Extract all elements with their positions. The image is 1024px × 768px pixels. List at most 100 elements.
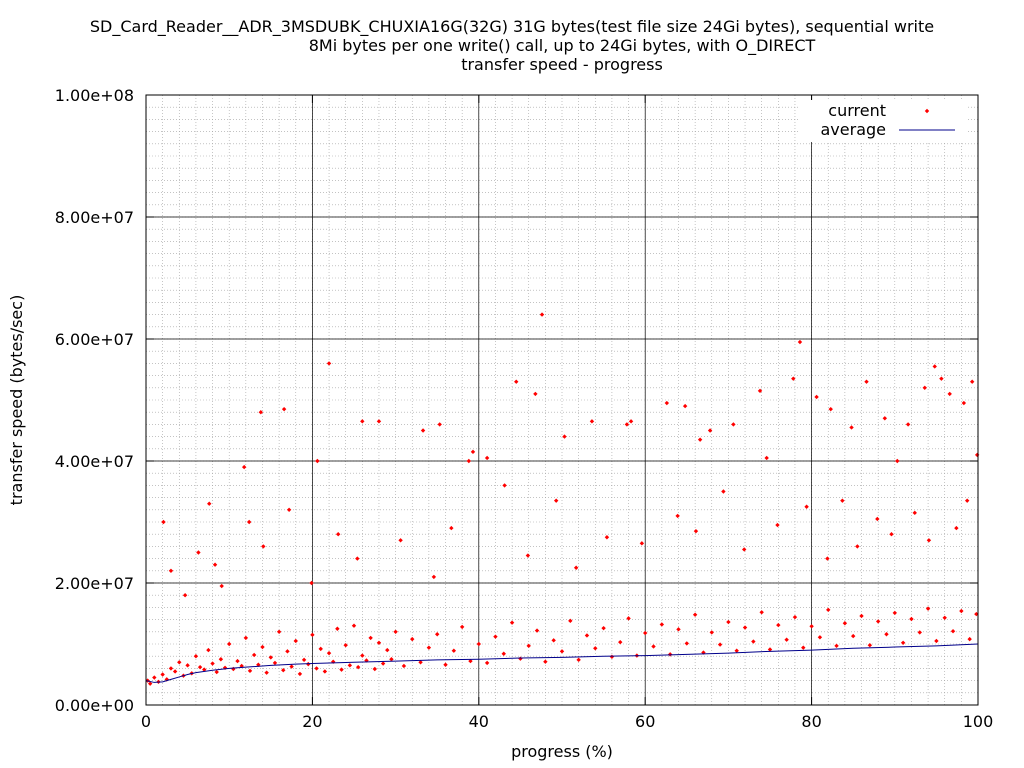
current-point	[947, 391, 952, 397]
current-point	[476, 641, 481, 647]
current-point	[247, 668, 253, 674]
current-point	[974, 611, 979, 617]
current-point	[553, 498, 559, 503]
current-point	[568, 618, 573, 624]
current-point	[675, 513, 680, 519]
current-point	[539, 312, 545, 317]
current-point	[389, 657, 394, 662]
current-point	[926, 538, 932, 543]
current-point	[576, 657, 581, 663]
current-point	[251, 652, 257, 658]
current-point	[626, 616, 631, 621]
current-point	[518, 656, 523, 661]
current-point	[651, 644, 656, 649]
current-point	[451, 648, 457, 653]
legend-marker-current	[924, 108, 930, 114]
current-point	[526, 643, 531, 649]
current-point	[834, 643, 839, 649]
current-point	[734, 648, 739, 653]
current-point	[809, 624, 814, 629]
x-tick-label: 0	[141, 712, 151, 731]
current-point	[867, 643, 873, 648]
current-point	[185, 663, 190, 668]
current-point	[207, 501, 212, 506]
current-point	[410, 636, 415, 642]
current-point	[792, 614, 798, 620]
current-point	[939, 376, 944, 381]
plot-frame	[145, 94, 979, 706]
current-point	[964, 498, 970, 503]
current-point	[692, 612, 698, 617]
current-point	[315, 458, 320, 464]
current-point	[757, 388, 763, 394]
current-point	[197, 664, 203, 670]
current-point	[791, 376, 796, 381]
current-point	[172, 669, 178, 674]
current-point	[628, 419, 634, 424]
current-point	[182, 593, 188, 598]
current-point	[331, 659, 336, 664]
legend-label-average: average	[821, 120, 887, 139]
current-point	[426, 645, 432, 650]
current-point	[501, 651, 506, 656]
current-point	[676, 627, 681, 632]
current-point	[314, 666, 319, 671]
current-point	[468, 658, 473, 664]
current-point	[335, 532, 341, 537]
current-point	[309, 580, 314, 586]
current-point	[601, 625, 606, 631]
current-point	[882, 416, 888, 421]
current-point	[618, 639, 623, 645]
y-tick-label: 2.00e+07	[55, 574, 134, 593]
current-point	[326, 361, 332, 366]
current-point	[227, 641, 232, 647]
current-point	[859, 613, 864, 619]
current-point	[297, 671, 303, 677]
current-point	[261, 544, 266, 549]
current-point	[376, 640, 382, 645]
current-point	[864, 379, 869, 384]
chart-title-line-3: transfer speed - progress	[461, 55, 663, 74]
current-point	[235, 658, 240, 664]
current-point	[942, 615, 947, 620]
current-point	[281, 668, 286, 673]
current-point	[573, 565, 579, 570]
average-line	[145, 643, 979, 683]
current-point	[449, 525, 454, 531]
current-point	[418, 660, 423, 665]
current-point	[355, 556, 360, 561]
axis-ticks	[145, 94, 979, 706]
current-point	[593, 646, 598, 651]
current-point	[684, 641, 689, 646]
current-point	[855, 544, 860, 549]
current-point	[693, 528, 699, 534]
current-point	[420, 428, 426, 433]
current-point	[222, 665, 228, 670]
current-point	[849, 425, 854, 430]
current-point	[276, 629, 282, 634]
current-point	[206, 647, 211, 653]
minor-grid	[146, 95, 978, 705]
current-point	[969, 379, 975, 384]
y-tick-label: 6.00e+07	[55, 330, 134, 349]
current-point	[318, 646, 323, 652]
y-tick-labels: 0.00e+00 2.00e+07 4.00e+07 6.00e+07 8.00e+07…	[55, 86, 134, 715]
current-point	[322, 669, 328, 674]
current-point	[828, 406, 833, 412]
x-tick-label: 60	[635, 712, 655, 731]
current-point	[842, 621, 848, 626]
current-point	[525, 553, 531, 558]
current-point	[759, 610, 764, 615]
current-point	[562, 434, 567, 439]
current-point	[484, 455, 490, 461]
current-point	[293, 638, 298, 644]
current-point	[393, 629, 398, 634]
current-point	[401, 663, 407, 669]
current-point	[604, 535, 610, 540]
current-point	[954, 525, 959, 531]
current-point	[892, 610, 897, 616]
current-point	[624, 422, 630, 427]
x-tick-label: 100	[963, 712, 994, 731]
current-point	[360, 419, 365, 424]
